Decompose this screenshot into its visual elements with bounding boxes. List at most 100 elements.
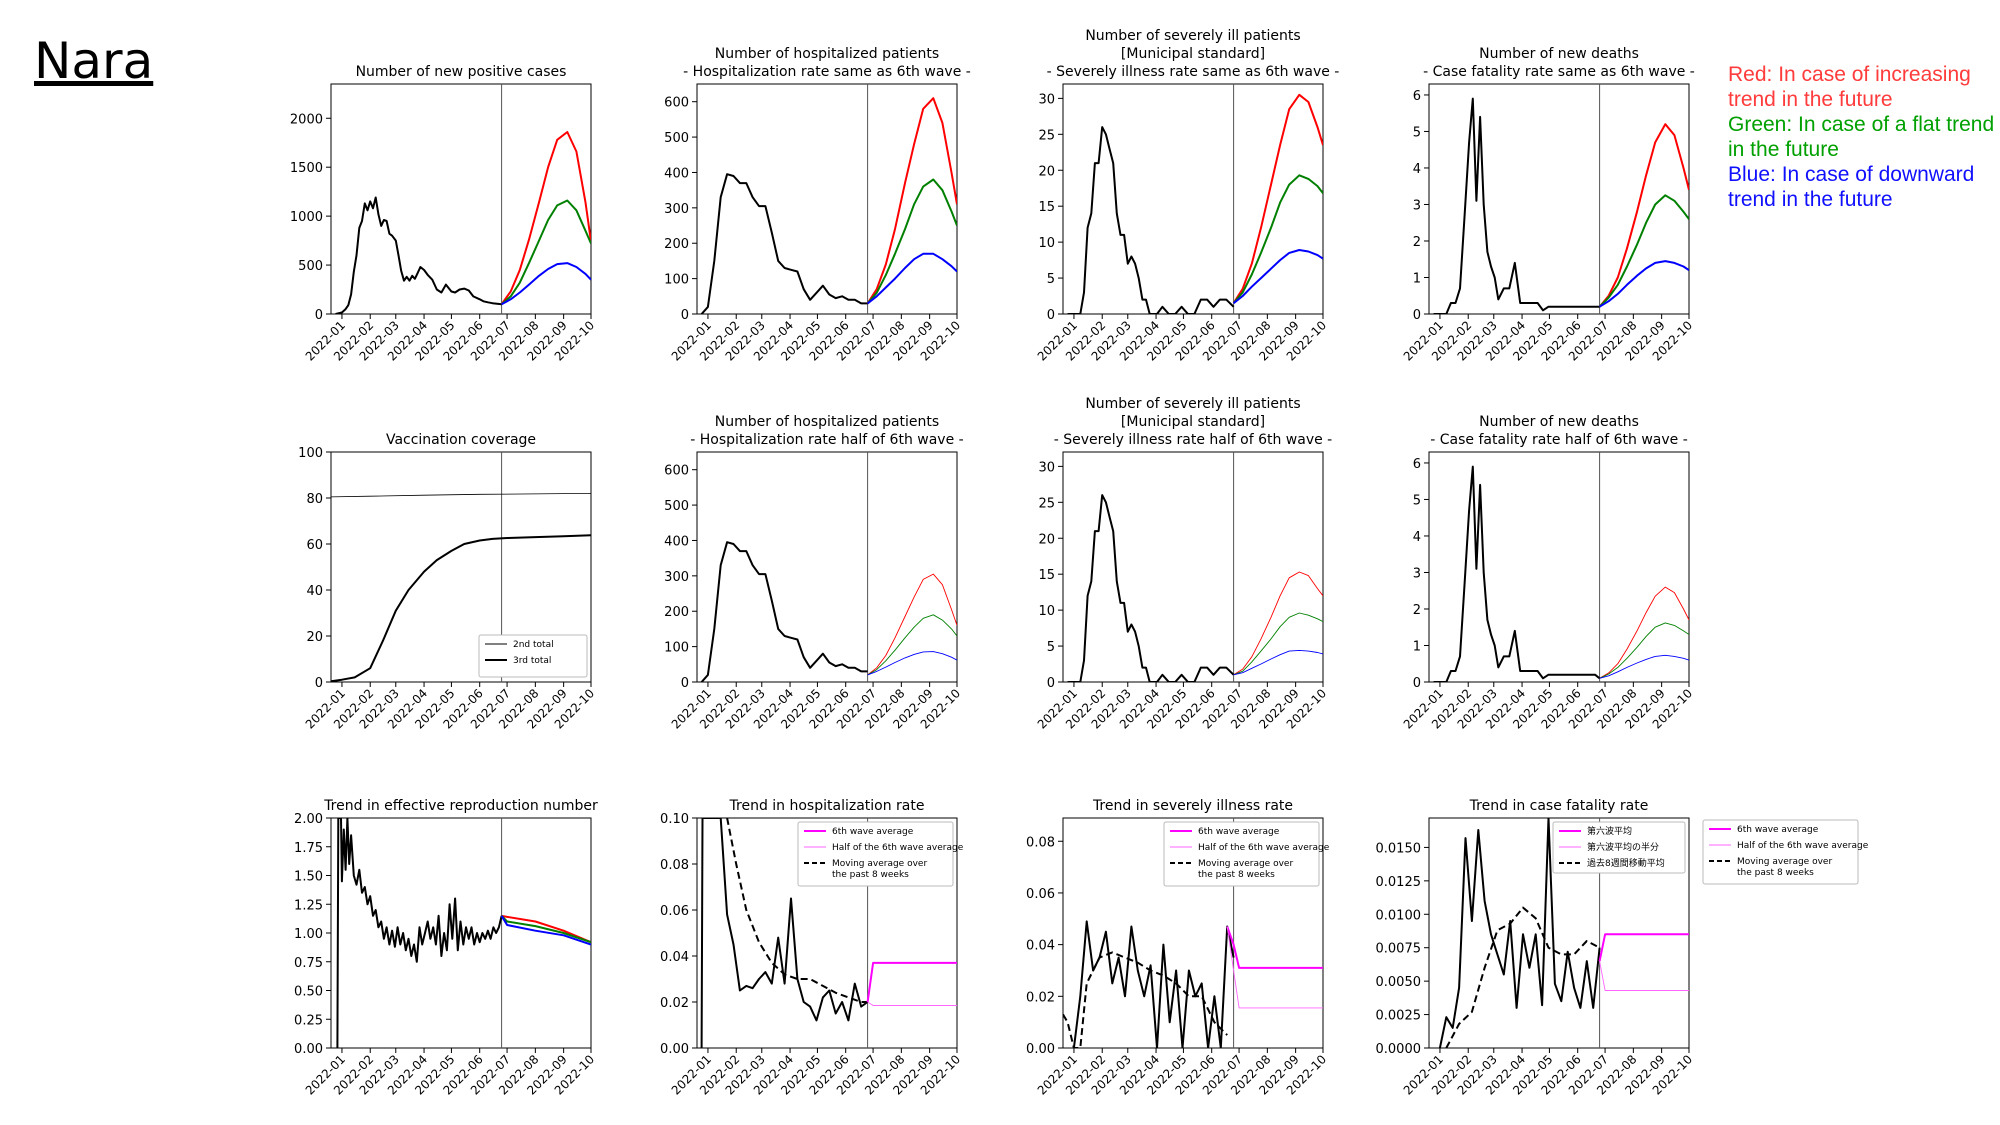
y-tick-label: 0.0125 [1376, 875, 1422, 890]
series-line-flat [1599, 622, 1689, 679]
series-line-moving [726, 818, 868, 1003]
y-tick-label: 600 [664, 96, 689, 111]
y-tick-label: 0.00 [660, 1042, 689, 1057]
chart-hosp1: Number of hospitalized patients - Hospita… [664, 46, 971, 364]
chart-title: [Municipal standard] [1121, 46, 1265, 62]
series-group [336, 818, 591, 1048]
y-tick-label: 80 [306, 492, 323, 507]
chart-title: - Hospitalization rate half of 6th wave … [690, 432, 963, 448]
chart-title: Trend in severely illness rate [1092, 798, 1293, 814]
scenario-color-note: Red: In case of increasing trend in the … [1728, 62, 2000, 212]
y-tick-label: 5 [1413, 493, 1421, 508]
chart-title: Number of new deaths [1479, 46, 1639, 62]
chart-title: - Severely illness rate same as 6th wave… [1047, 64, 1340, 80]
chart-title: Trend in hospitalization rate [729, 798, 925, 814]
y-tick-label: 0.0150 [1376, 841, 1422, 856]
legend-label: 6th wave average [1737, 825, 1819, 835]
chart-hosprate: Trend in hospitalization rate 0.00 0.02 0.0… [660, 798, 964, 1098]
series-line-actual [336, 818, 503, 1048]
series-line-decrease [866, 252, 957, 305]
series-line-decrease [501, 262, 591, 306]
y-tick-label: 0.00 [294, 1042, 323, 1057]
y-tick-label: 20 [1038, 164, 1055, 179]
series-line-flat [500, 199, 591, 305]
y-tick-label: 4 [1413, 530, 1421, 545]
series-line-flat [866, 178, 957, 305]
series-line-decrease [1233, 649, 1323, 676]
y-tick-label: 3 [1413, 198, 1421, 213]
series-group [1067, 93, 1323, 314]
y-tick-label: 15 [1038, 200, 1055, 215]
plot-frame [696, 83, 958, 315]
y-tick-label: 1.50 [294, 870, 323, 885]
series-group [700, 541, 957, 682]
plot-frame [696, 451, 958, 683]
y-tick-label: 100 [664, 273, 689, 288]
y-tick-label: 0.0050 [1376, 975, 1422, 990]
y-tick-label: 2.00 [294, 812, 323, 827]
y-tick-label: 0 [1413, 308, 1421, 323]
y-tick-label: 0.06 [1026, 887, 1055, 902]
y-tick-label: 30 [1038, 460, 1055, 475]
y-tick-label: 200 [664, 605, 689, 620]
series-line-actual [1067, 494, 1235, 682]
legend-box [1702, 819, 1859, 885]
chart-title: Number of new deaths [1479, 414, 1639, 430]
chart-title: - Case fatality rate half of 6th wave - [1430, 432, 1688, 448]
y-tick-label: 300 [664, 570, 689, 585]
legend-label: 2nd total [513, 640, 554, 650]
chart-title: Trend in effective reproduction number [323, 798, 598, 814]
series-line-flat [500, 915, 591, 944]
chart-title: Number of severely ill patients [1085, 28, 1300, 44]
chart-title: Number of severely ill patients [1085, 396, 1300, 412]
series-group [1067, 494, 1323, 682]
y-tick-label: 0.0025 [1376, 1009, 1422, 1024]
series-group [331, 493, 591, 682]
y-tick-label: 5 [1047, 272, 1055, 287]
series-line-decrease [1599, 654, 1689, 679]
legend-label: the past 8 weeks [832, 870, 909, 880]
y-tick-label: 10 [1038, 604, 1055, 619]
legend-label: Half of the 6th wave average [832, 843, 964, 853]
chart-title: Number of hospitalized patients [715, 46, 939, 62]
legend-label: Moving average over [832, 859, 927, 869]
y-tick-label: 500 [298, 259, 323, 274]
chart-title: Number of hospitalized patients [715, 414, 939, 430]
y-tick-label: 25 [1038, 496, 1055, 511]
y-tick-label: 0.02 [1026, 990, 1055, 1005]
series-line-flat [1233, 612, 1323, 676]
chart-title: Vaccination coverage [386, 432, 536, 448]
chart-hosp2: Number of hospitalized patients - Hospita… [664, 414, 964, 732]
chart-cases: Number of new positive cases 0 500 1000 1500… [290, 64, 597, 364]
plot-frame [1062, 83, 1324, 315]
y-tick-label: 500 [664, 131, 689, 146]
y-tick-label: 400 [664, 534, 689, 549]
chart-title: [Municipal standard] [1121, 414, 1265, 430]
series-line-increase [501, 914, 591, 944]
legend-label: 6th wave average [1198, 827, 1280, 837]
legend-label: Moving average over [1198, 859, 1293, 869]
y-tick-label: 6 [1413, 457, 1421, 472]
plot-frame [1428, 83, 1690, 315]
series-line-actual [335, 196, 502, 314]
y-tick-label: 0.50 [294, 985, 323, 1000]
y-tick-label: 1000 [290, 210, 323, 225]
series-line-actual [1438, 818, 1601, 1048]
y-tick-label: 20 [306, 630, 323, 645]
y-tick-label: 0.08 [660, 858, 689, 873]
y-tick-label: 0.04 [660, 950, 689, 965]
legend-label: 過去8週間移動平均 [1587, 857, 1665, 869]
y-tick-label: 1500 [290, 161, 323, 176]
chart-deaths2: Number of new deaths - Case fatality rate… [1401, 414, 1695, 732]
chart-title: - Severely illness rate half of 6th wave… [1054, 432, 1332, 448]
y-tick-label: 1.25 [294, 898, 323, 913]
series-line-decrease [500, 915, 591, 946]
legend-box [1552, 821, 1686, 874]
series-line-actual [700, 541, 868, 682]
series-line-increase [1233, 571, 1323, 676]
y-tick-label: 5 [1413, 125, 1421, 140]
y-tick-label: 500 [664, 499, 689, 514]
series-line-decrease [867, 651, 957, 676]
y-tick-label: 0.02 [660, 996, 689, 1011]
